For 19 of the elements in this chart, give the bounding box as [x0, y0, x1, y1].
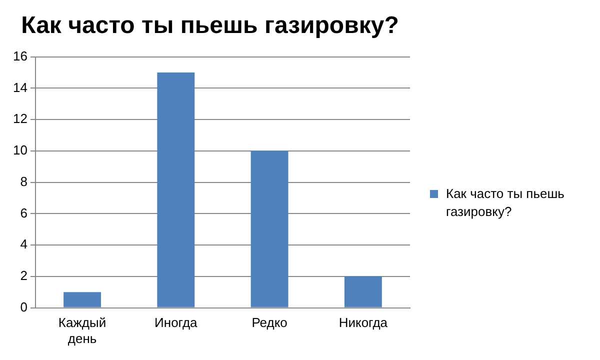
legend-label: Как часто ты пьешь газировку? — [446, 185, 566, 221]
y-tick-label: 4 — [20, 236, 28, 252]
x-tick-label: Каждый день — [58, 315, 106, 346]
y-tick-label: 2 — [20, 268, 28, 284]
x-tick-label: Никогда — [338, 315, 388, 330]
x-tick-label: Иногда — [154, 315, 198, 330]
y-tick-label: 14 — [12, 80, 28, 95]
y-tick-label: 12 — [12, 111, 28, 126]
bar — [157, 72, 195, 308]
y-tick-label: 8 — [20, 174, 28, 189]
y-tick-label: 10 — [12, 142, 28, 158]
bar — [64, 292, 102, 308]
bar — [344, 276, 382, 308]
bar — [250, 150, 288, 308]
y-tick-label: 0 — [20, 299, 28, 314]
y-tick-label: 6 — [20, 205, 28, 220]
chart-title: Как часто ты пьешь газировку? — [21, 12, 399, 40]
x-tick-label: Редко — [252, 315, 288, 330]
y-tick-label: 16 — [12, 48, 28, 64]
